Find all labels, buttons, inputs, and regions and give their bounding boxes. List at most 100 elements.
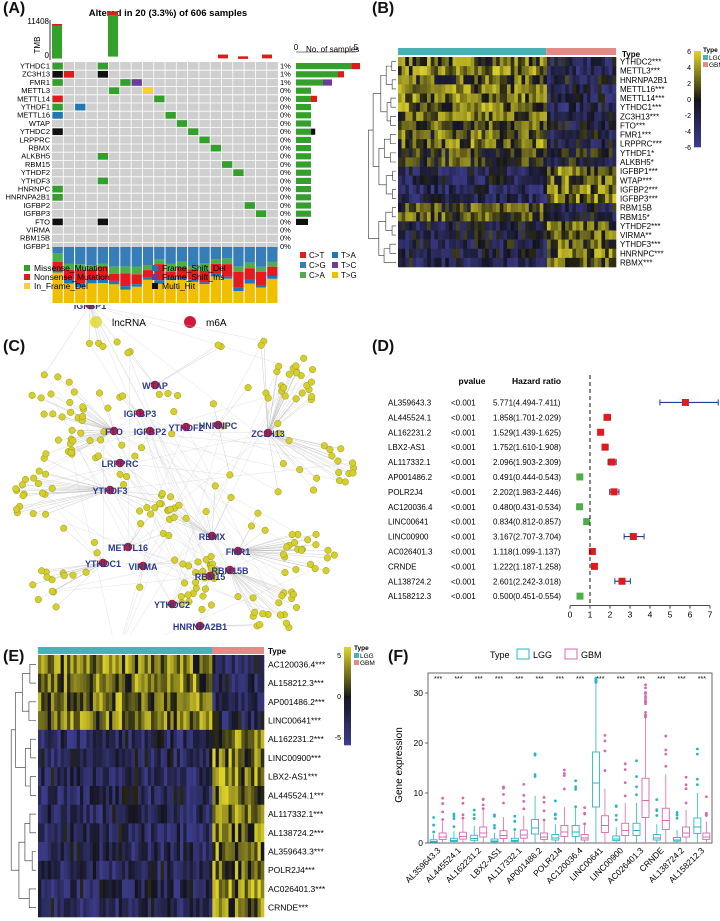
heatmap-cell: [586, 212, 591, 222]
dendrogram-branch: [389, 243, 396, 254]
heatmap-cell: [590, 175, 595, 186]
heatmap-cell: [536, 239, 540, 250]
heatmap-cell: [231, 804, 236, 824]
heatmap-cell: [189, 879, 194, 899]
heatmap-cell: [452, 230, 457, 240]
heatmap-cell: [481, 248, 486, 259]
heatmap-cell: [228, 898, 233, 918]
heatmap-cell: [128, 692, 132, 712]
heatmap-cell: [594, 75, 599, 85]
network-edge: [267, 432, 279, 492]
lncrna-node: [249, 594, 257, 602]
heatmap-cell: [157, 692, 161, 712]
lncrna-node: [151, 504, 159, 512]
heatmap-cell: [141, 786, 145, 806]
heatmap-cell: [408, 175, 413, 186]
heatmap-cell: [514, 239, 519, 250]
heatmap-cell: [554, 184, 559, 195]
heatmap-cell: [532, 157, 537, 167]
lncrna-node: [310, 486, 318, 494]
heatmap-cell: [244, 879, 249, 899]
snv-stack-segment: [165, 247, 176, 264]
heatmap-cell: [608, 57, 613, 67]
nsamples-bar: [296, 169, 311, 176]
heatmap-cell: [485, 111, 490, 122]
heatmap-cell: [463, 230, 468, 240]
network-edge: [173, 517, 213, 537]
heatmap-cell: [167, 729, 171, 749]
heatmap-cell: [70, 692, 74, 712]
heatmap-cell: [398, 148, 402, 158]
oncoplot-pct-label: 0%: [280, 193, 291, 202]
colorbar-step: [344, 736, 351, 740]
heatmap-cell: [234, 860, 239, 880]
heatmap-cell: [105, 711, 110, 731]
heatmap-cell: [257, 767, 262, 787]
heatmap-cell: [546, 257, 551, 268]
heatmap-cell: [231, 748, 236, 768]
oncoplot-gene-label: WTAP: [29, 119, 50, 128]
heatmap-cell: [474, 203, 479, 213]
heatmap-cell: [157, 804, 161, 824]
heatmap-cell: [260, 898, 265, 918]
heatmap-cell: [183, 729, 187, 749]
lncrna-node: [104, 404, 112, 412]
heatmap-cell: [163, 748, 168, 768]
heatmap-cell: [496, 257, 501, 268]
heatmap-cell: [170, 729, 174, 749]
heatmap-cell: [590, 75, 595, 85]
heatmap-cell: [539, 130, 544, 140]
heatmap-cell: [481, 221, 486, 231]
heatmap-cell: [180, 655, 184, 675]
heatmap-cell: [456, 230, 461, 240]
heatmap-cell: [503, 148, 508, 158]
heatmap-cell: [546, 239, 551, 250]
heatmap-cell: [92, 655, 97, 675]
forest-gene-label: AL359643.3: [388, 398, 432, 407]
heatmap-cell: [576, 230, 580, 240]
heatmap-cell: [54, 692, 58, 712]
heatmap-cell: [546, 139, 551, 149]
heatmap-cell: [83, 711, 87, 731]
oncoplot-pct-label: 0%: [280, 242, 291, 251]
heatmap-cell: [514, 193, 519, 204]
heatmap-e-legend-gbm: GBM: [360, 660, 375, 667]
box-outlier: [472, 808, 476, 812]
heatmap-cell: [44, 804, 48, 824]
heatmap-cell: [234, 692, 239, 712]
heatmap-cell: [112, 786, 116, 806]
heatmap-cell: [594, 139, 599, 149]
heatmap-cell: [416, 203, 421, 213]
heatmap-cell: [225, 711, 229, 731]
heatmap-cell: [572, 193, 577, 204]
heatmap-cell: [109, 767, 113, 787]
heatmap-cell: [590, 230, 595, 240]
heatmap-cell: [215, 786, 220, 806]
lncrna-node: [182, 514, 190, 522]
heatmap-cell: [105, 842, 110, 862]
heatmap-cell: [118, 767, 123, 787]
colorbar-step: [344, 669, 351, 672]
heatmap-cell: [576, 184, 580, 195]
box-outlier: [432, 830, 436, 834]
heatmap-cell: [463, 111, 468, 122]
heatmap-cell: [79, 655, 84, 675]
heatmap-cell: [437, 193, 442, 204]
dendrogram-branch: [378, 221, 386, 256]
heatmap-cell: [554, 193, 559, 204]
snv-stack-segment: [109, 266, 120, 274]
heatmap-cell: [89, 860, 94, 880]
snv-stack-segment: [63, 269, 75, 280]
heatmap-cell: [528, 175, 533, 186]
forest-hr-text: 5.771(4.494-7.411): [493, 398, 561, 407]
heatmap-cell: [79, 879, 84, 899]
box-outlier: [441, 802, 445, 805]
heatmap-cell: [86, 729, 90, 749]
heatmap-cell: [260, 673, 265, 693]
heatmap-cell: [601, 239, 606, 250]
heatmap-cell: [590, 139, 595, 149]
network-edge: [267, 381, 312, 434]
mutation-cell: [52, 103, 63, 111]
heatmap-cell: [576, 75, 580, 85]
heatmap-cell: [437, 175, 442, 186]
